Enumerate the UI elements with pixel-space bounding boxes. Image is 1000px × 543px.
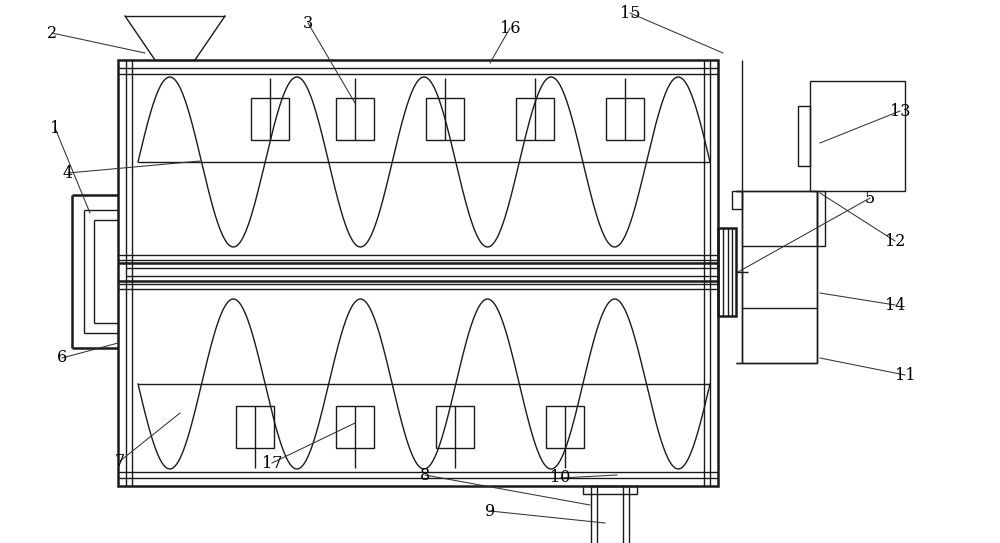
Bar [583,486,637,494]
Text: 5: 5 [865,190,875,206]
Bar [732,191,742,209]
Bar [798,106,810,166]
Bar [606,98,644,140]
Text: 3: 3 [303,15,313,31]
Text: 12: 12 [885,232,905,249]
Text: 16: 16 [500,20,520,36]
Bar [426,98,464,140]
Bar [591,486,629,543]
Text: 7: 7 [115,452,125,470]
Text: 8: 8 [420,466,430,483]
Bar [810,81,905,191]
Bar [251,98,289,140]
Text: 17: 17 [262,454,282,471]
Text: 4: 4 [63,165,73,181]
Bar [436,406,474,448]
Bar [742,191,817,363]
Bar [516,98,554,140]
Text: 14: 14 [885,296,905,313]
Bar [718,228,736,316]
Text: 15: 15 [620,4,640,22]
Bar [336,406,374,448]
Bar [236,406,274,448]
Bar [817,191,825,246]
Text: 2: 2 [47,24,57,41]
Text: 6: 6 [57,350,67,367]
Bar [336,98,374,140]
Bar [546,406,584,448]
Text: 11: 11 [895,367,915,383]
Text: 13: 13 [890,103,910,119]
Text: 10: 10 [550,470,570,487]
Bar [118,60,718,486]
Text: 9: 9 [485,502,495,520]
Text: 1: 1 [50,119,60,136]
